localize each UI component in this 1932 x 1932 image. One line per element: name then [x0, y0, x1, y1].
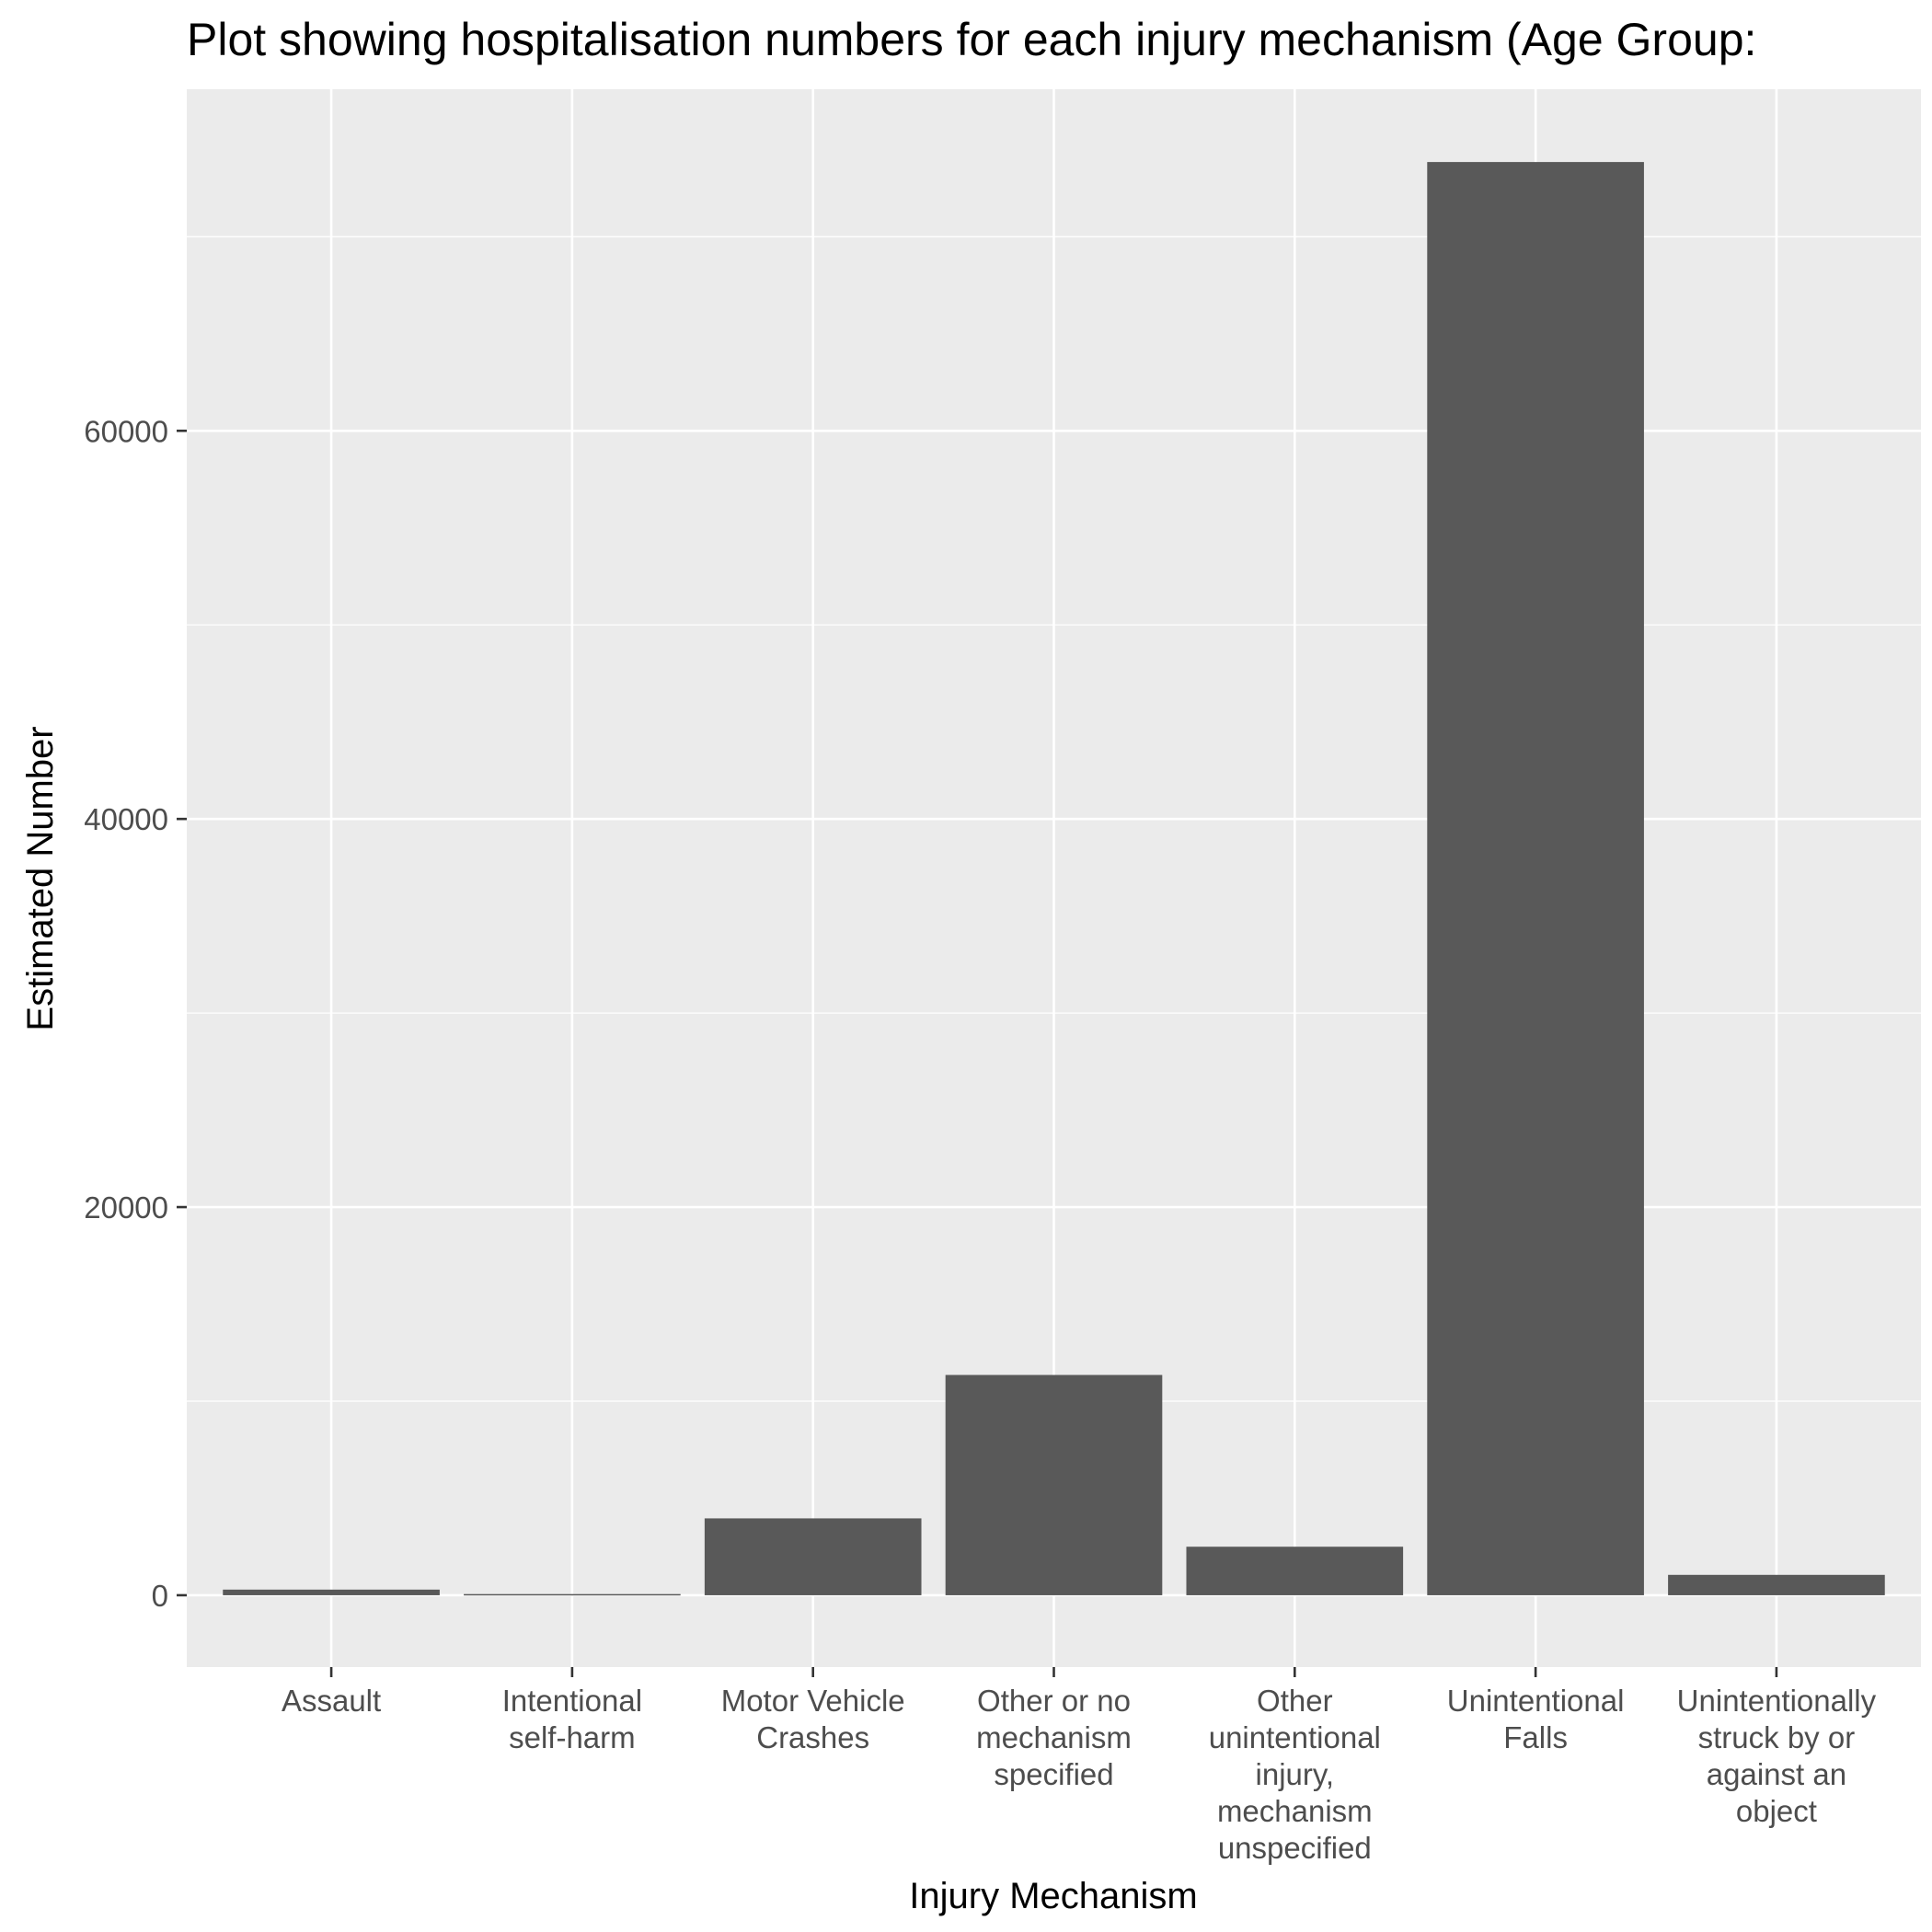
bar [1427, 162, 1644, 1595]
x-tick-label: Assault [282, 1684, 381, 1718]
y-tick-label: 20000 [84, 1190, 168, 1225]
chart-title: Plot showing hospitalisation numbers for… [187, 14, 1756, 65]
x-tick-label: Other or no mechanism specified [976, 1684, 1132, 1791]
x-tick-label: Motor Vehicle Crashes [721, 1684, 905, 1754]
x-axis: Assault Intentional self-harm Motor Vehicle… [282, 1667, 1877, 1865]
x-tick-label: Other unintentional injury, mechanism unspec… [1209, 1684, 1381, 1865]
bar [464, 1593, 681, 1596]
bar [1668, 1574, 1885, 1595]
y-tick-label: 40000 [84, 802, 168, 836]
bars [223, 162, 1885, 1596]
y-tick-label: 60000 [84, 414, 168, 448]
bar [704, 1518, 922, 1595]
y-tick-label: 0 [152, 1579, 168, 1613]
x-tick-label: Unintentionally struck by or against an obj… [1677, 1684, 1877, 1828]
bar [945, 1374, 1163, 1595]
bar [223, 1589, 440, 1595]
bar [1186, 1547, 1404, 1595]
y-axis-title: Estimated Number [20, 726, 61, 1030]
x-tick-label: Intentional self-harm [502, 1684, 642, 1754]
y-axis: 0 20000 40000 60000 [84, 414, 187, 1613]
x-tick-label: Unintentional Falls [1447, 1684, 1625, 1754]
x-axis-title: Injury Mechanism [909, 1876, 1197, 1916]
